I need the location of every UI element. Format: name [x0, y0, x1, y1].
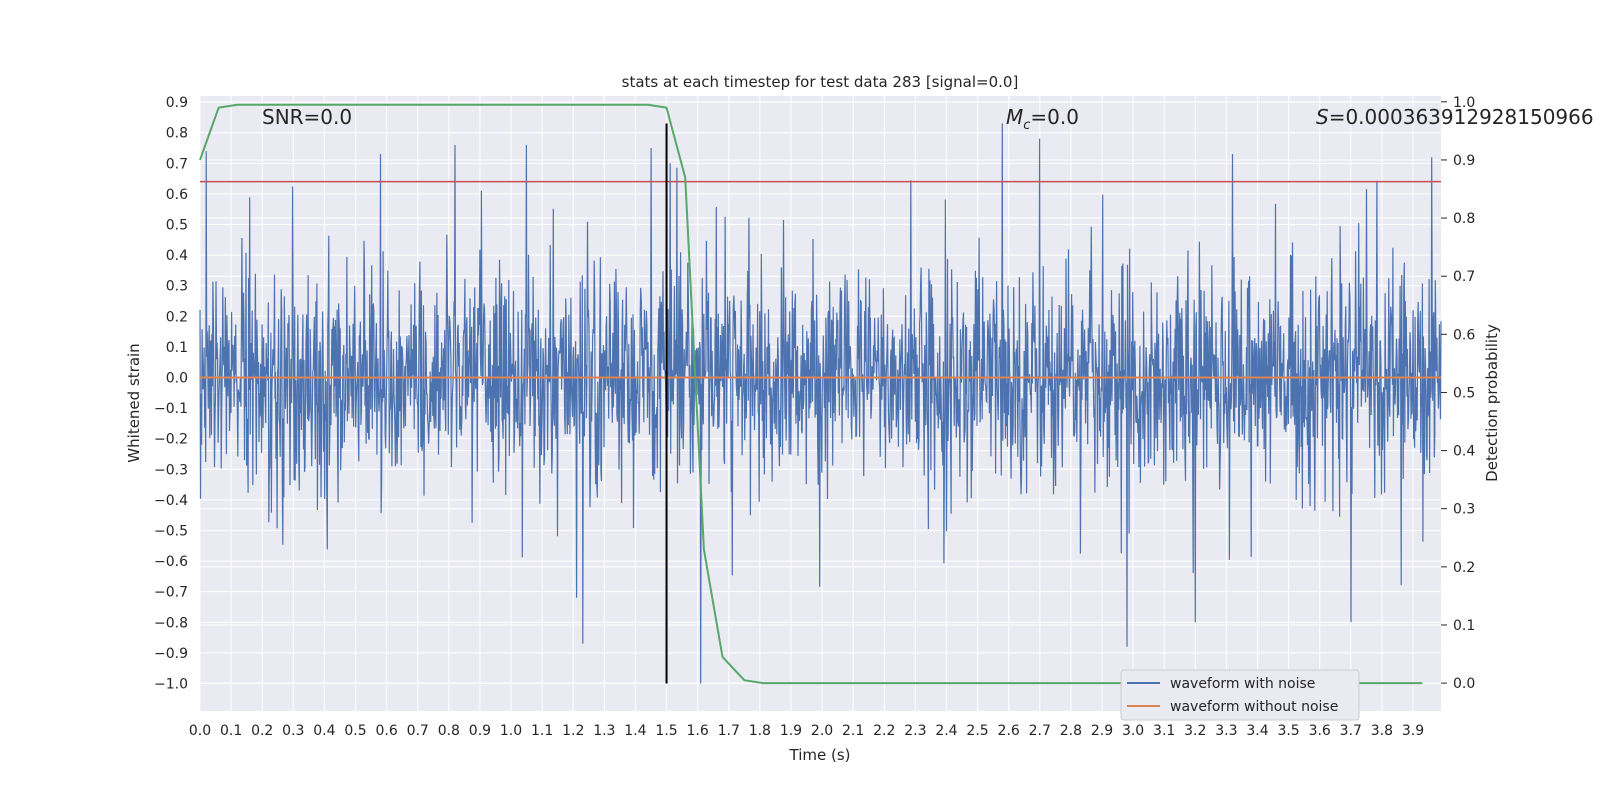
- right-y-tick-label: 0.3: [1453, 502, 1475, 518]
- x-tick-label: 3.0: [1122, 723, 1144, 739]
- x-tick-label: 0.7: [407, 723, 429, 739]
- x-tick-label: 0.0: [189, 723, 211, 739]
- x-tick-label: 3.4: [1246, 723, 1268, 739]
- x-tick-label: 3.2: [1184, 723, 1206, 739]
- mc-symbol: M: [1006, 105, 1023, 129]
- right-y-tick-label: 0.4: [1453, 444, 1475, 460]
- x-tick-label: 0.8: [438, 723, 460, 739]
- y-tick-label: −0.5: [154, 523, 188, 539]
- legend-box: [1120, 669, 1360, 721]
- x-tick-label: 2.9: [1091, 723, 1113, 739]
- s-annotation: S=0.000363912928150966: [1316, 105, 1594, 129]
- y-tick-label: −0.8: [154, 615, 188, 631]
- x-tick-label: 1.9: [780, 723, 802, 739]
- x-tick-labels: 0.0 0.1 0.2 0.3 0.4 0.5 0.6 0.7 0.8 0.9 1.0 1.1 1.2 1…: [189, 723, 1424, 739]
- legend-label-noise: waveform with noise: [1170, 676, 1315, 692]
- y-axis-label: Whitened strain: [125, 343, 143, 462]
- x-tick-label: 0.2: [251, 723, 273, 739]
- right-y-tick-labels: 1.0 0.9 0.8 0.7 0.6 0.5 0.4 0.3 0.2 0.1 0.0: [1441, 95, 1475, 692]
- right-y-tick-label: 0.7: [1453, 269, 1475, 285]
- x-tick-label: 2.8: [1060, 723, 1082, 739]
- y-tick-label: 0.1: [166, 340, 188, 356]
- y-tick-label: 0.9: [166, 95, 188, 111]
- chart-title: stats at each timestep for test data 283…: [622, 73, 1019, 91]
- series-detection-probability: [199, 103, 1423, 685]
- y-tick-label: 0.2: [166, 309, 188, 325]
- legend-label-clean: waveform without noise: [1170, 699, 1338, 715]
- y-tick-label: 0.6: [166, 187, 188, 203]
- x-tick-label: 2.0: [811, 723, 833, 739]
- x-tick-label: 2.5: [966, 723, 988, 739]
- right-y-tick-label: 0.1: [1453, 618, 1475, 634]
- x-tick-label: 3.9: [1402, 723, 1424, 739]
- y-tick-label: −0.2: [154, 432, 188, 448]
- right-y-tick-label: 0.5: [1453, 385, 1475, 401]
- x-tick-label: 2.7: [1029, 723, 1051, 739]
- x-tick-label: 1.7: [718, 723, 740, 739]
- x-tick-label: 1.0: [500, 723, 522, 739]
- y-tick-labels: 0.9 0.8 0.7 0.6 0.5 0.4 0.3 0.2 0.1 0.0 −0.1 −0.2 −0…: [154, 95, 188, 692]
- s-symbol: S: [1316, 105, 1329, 129]
- right-y-tick-label: 0.9: [1453, 153, 1475, 169]
- x-tick-label: 0.1: [220, 723, 242, 739]
- x-axis-label: Time (s): [789, 746, 851, 764]
- s-value: =0.000363912928150966: [1329, 105, 1594, 129]
- right-y-tick-label: 1.0: [1453, 95, 1475, 111]
- x-tick-label: 0.6: [375, 723, 397, 739]
- right-y-tick-label: 0.0: [1453, 676, 1475, 692]
- y-tick-label: 0.7: [166, 156, 188, 172]
- right-y-tick-label: 0.2: [1453, 560, 1475, 576]
- x-tick-label: 1.4: [624, 723, 646, 739]
- y-tick-label: −0.6: [154, 554, 188, 570]
- x-tick-label: 2.1: [842, 723, 864, 739]
- x-tick-label: 1.6: [687, 723, 709, 739]
- x-tick-label: 3.3: [1215, 723, 1237, 739]
- x-tick-label: 2.2: [873, 723, 895, 739]
- x-tick-label: 3.6: [1309, 723, 1331, 739]
- x-tick-label: 3.5: [1277, 723, 1299, 739]
- series-waveform-with-noise: [199, 123, 1442, 684]
- y-tick-label: 0.4: [166, 248, 188, 264]
- x-tick-label: 0.4: [313, 723, 335, 739]
- mc-value: =0.0: [1030, 105, 1079, 129]
- y-tick-label: 0.3: [166, 279, 188, 295]
- right-y-tick-label: 0.6: [1453, 327, 1475, 343]
- mc-subscript: c: [1023, 118, 1030, 133]
- y-tick-label: 0.0: [166, 370, 188, 386]
- x-tick-label: 1.3: [593, 723, 615, 739]
- y-tick-label: −0.4: [154, 493, 188, 509]
- y-tick-label: 0.5: [166, 218, 188, 234]
- right-y-axis-label: Detection probability: [1483, 324, 1501, 482]
- x-tick-label: 0.5: [344, 723, 366, 739]
- y-tick-label: −0.7: [154, 585, 188, 601]
- x-tick-label: 2.6: [998, 723, 1020, 739]
- noise-series: [199, 123, 1442, 684]
- snr-annotation: SNR=0.0: [262, 105, 352, 129]
- y-tick-label: 0.8: [166, 126, 188, 142]
- grid: [199, 96, 1441, 711]
- x-tick-label: 0.9: [469, 723, 491, 739]
- mc-annotation: Mc=0.0: [1006, 105, 1079, 133]
- x-tick-label: 3.8: [1371, 723, 1393, 739]
- y-tick-label: −0.3: [154, 462, 188, 478]
- legend: waveform with noise waveform without noi…: [1120, 669, 1360, 721]
- x-tick-label: 1.2: [562, 723, 584, 739]
- x-tick-label: 1.8: [749, 723, 771, 739]
- x-tick-label: 2.4: [935, 723, 957, 739]
- x-tick-label: 1.1: [531, 723, 553, 739]
- y-tick-label: −0.1: [154, 401, 188, 417]
- y-tick-label: −0.9: [154, 646, 188, 662]
- x-tick-label: 1.5: [655, 723, 677, 739]
- line-series: [199, 103, 1441, 685]
- x-tick-label: 0.3: [282, 723, 304, 739]
- x-tick-label: 2.3: [904, 723, 926, 739]
- y-tick-label: −1.0: [154, 676, 188, 692]
- right-y-tick-label: 0.8: [1453, 211, 1475, 227]
- x-tick-label: 3.7: [1340, 723, 1362, 739]
- x-tick-label: 3.1: [1153, 723, 1175, 739]
